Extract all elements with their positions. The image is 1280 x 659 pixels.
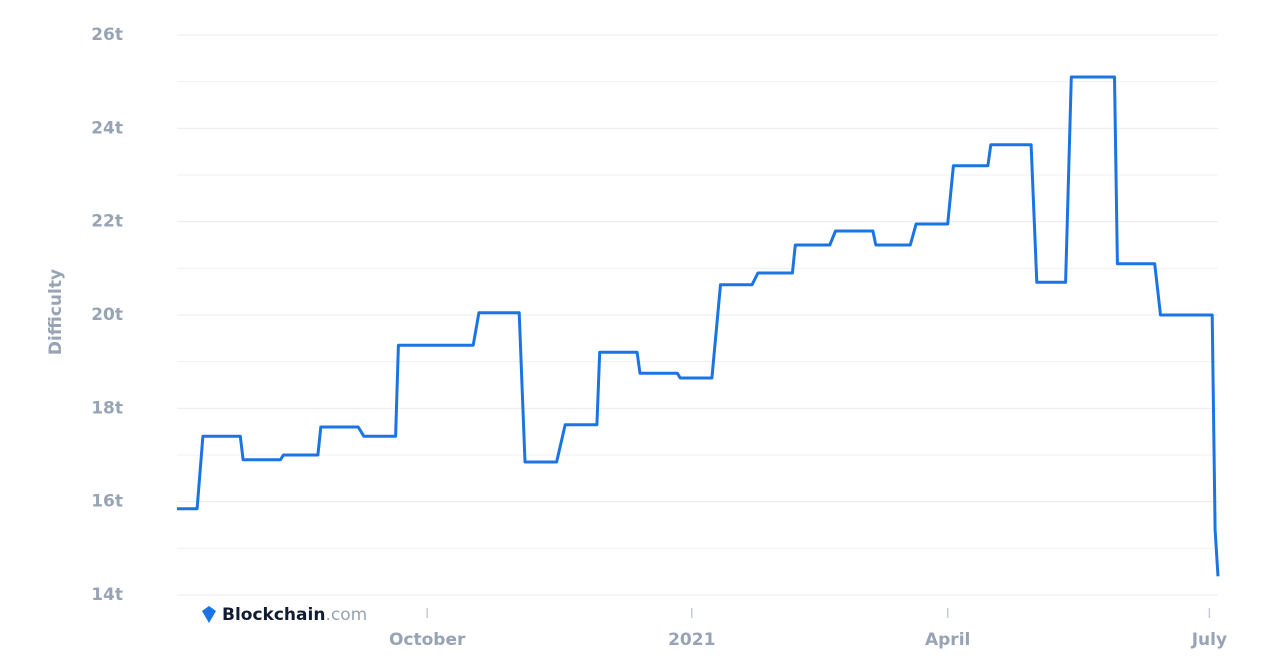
x-tick-label: 2021	[668, 630, 715, 650]
x-tick-label: April	[925, 630, 970, 650]
y-tick-label: 14t	[91, 585, 123, 605]
logo-suffix: .com	[325, 605, 367, 625]
x-tick-label: October	[389, 630, 466, 650]
y-tick-label: 22t	[91, 212, 123, 232]
logo-name: Blockchain.com	[222, 605, 367, 625]
y-tick-label: 24t	[91, 118, 123, 138]
axes: 14t 16t 18t 20t 22t 24t 26t October 2021 April Jul…	[91, 25, 1227, 650]
y-tick-label: 16t	[91, 492, 123, 512]
logo-name-text: Blockchain	[222, 605, 325, 625]
y-axis-label: Difficulty	[46, 269, 66, 355]
data-line	[177, 75, 1220, 577]
logo-icon	[202, 606, 216, 623]
watermark: Blockchain.com	[202, 605, 367, 625]
x-tick-label: July	[1191, 630, 1227, 650]
y-tick-label: 20t	[91, 305, 123, 325]
y-tick-label: 18t	[91, 398, 123, 418]
y-tick-label: 26t	[91, 25, 123, 45]
